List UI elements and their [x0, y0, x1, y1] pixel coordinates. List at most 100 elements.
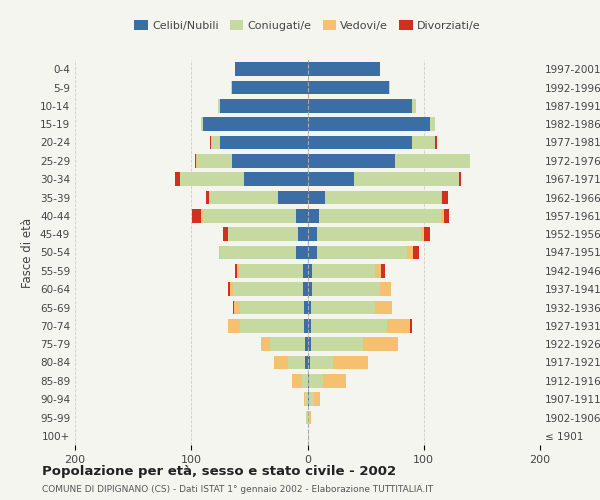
Bar: [412, 99, 416, 112]
Bar: [229, 282, 230, 296]
Bar: [308, 392, 314, 406]
Bar: [430, 118, 436, 131]
Bar: [308, 190, 325, 204]
Bar: [240, 319, 304, 332]
Bar: [233, 300, 234, 314]
Bar: [308, 209, 319, 222]
Bar: [325, 190, 441, 204]
Bar: [197, 154, 232, 168]
Bar: [296, 246, 308, 260]
Bar: [308, 99, 412, 112]
Bar: [219, 246, 220, 260]
Bar: [239, 264, 303, 278]
Bar: [209, 190, 278, 204]
Bar: [240, 300, 304, 314]
Bar: [220, 246, 296, 260]
Bar: [223, 228, 229, 241]
Bar: [298, 228, 308, 241]
Bar: [229, 319, 240, 332]
Bar: [395, 154, 470, 168]
Bar: [210, 136, 211, 149]
Bar: [232, 154, 308, 168]
Bar: [308, 154, 395, 168]
Bar: [308, 62, 380, 76]
Bar: [305, 356, 308, 370]
Bar: [303, 264, 308, 278]
Bar: [375, 300, 392, 314]
Bar: [308, 282, 312, 296]
Bar: [179, 172, 244, 186]
Bar: [304, 300, 308, 314]
Bar: [380, 282, 391, 296]
Bar: [203, 209, 296, 222]
Bar: [231, 80, 232, 94]
Bar: [413, 246, 419, 260]
Bar: [244, 172, 308, 186]
Bar: [235, 62, 308, 76]
Bar: [412, 136, 436, 149]
Bar: [308, 136, 412, 149]
Bar: [229, 228, 298, 241]
Bar: [311, 338, 364, 351]
Bar: [443, 209, 449, 222]
Bar: [196, 154, 197, 168]
Bar: [304, 392, 305, 406]
Bar: [314, 392, 320, 406]
Bar: [354, 172, 458, 186]
Bar: [312, 282, 380, 296]
Bar: [230, 282, 233, 296]
Bar: [333, 356, 368, 370]
Bar: [232, 80, 308, 94]
Bar: [312, 264, 375, 278]
Bar: [220, 136, 308, 149]
Bar: [386, 319, 410, 332]
Bar: [319, 209, 441, 222]
Bar: [233, 282, 303, 296]
Bar: [200, 118, 203, 131]
Bar: [410, 319, 412, 332]
Bar: [304, 319, 308, 332]
Bar: [308, 338, 311, 351]
Text: Popolazione per età, sesso e stato civile - 2002: Popolazione per età, sesso e stato civil…: [42, 465, 396, 478]
Bar: [308, 118, 430, 131]
Bar: [308, 410, 310, 424]
Bar: [436, 136, 437, 149]
Bar: [310, 410, 311, 424]
Bar: [381, 264, 385, 278]
Bar: [308, 374, 323, 388]
Bar: [235, 264, 236, 278]
Bar: [311, 300, 375, 314]
Bar: [308, 80, 389, 94]
Bar: [407, 246, 413, 260]
Bar: [311, 319, 386, 332]
Bar: [305, 338, 308, 351]
Bar: [308, 246, 317, 260]
Bar: [234, 300, 240, 314]
Bar: [458, 172, 461, 186]
Bar: [203, 118, 308, 131]
Bar: [220, 99, 308, 112]
Bar: [302, 374, 308, 388]
Legend: Celibi/Nubili, Coniugati/e, Vedovi/e, Divorziati/e: Celibi/Nubili, Coniugati/e, Vedovi/e, Di…: [130, 16, 485, 35]
Bar: [375, 264, 381, 278]
Bar: [308, 319, 311, 332]
Bar: [296, 209, 308, 222]
Bar: [218, 99, 220, 112]
Bar: [193, 209, 200, 222]
Bar: [317, 246, 407, 260]
Bar: [303, 282, 308, 296]
Bar: [305, 392, 308, 406]
Bar: [442, 190, 448, 204]
Bar: [421, 228, 424, 241]
Bar: [364, 338, 398, 351]
Bar: [195, 154, 196, 168]
Bar: [308, 172, 354, 186]
Bar: [310, 356, 333, 370]
Bar: [278, 190, 308, 204]
Bar: [308, 356, 310, 370]
Bar: [308, 300, 311, 314]
Bar: [307, 410, 308, 424]
Bar: [308, 264, 312, 278]
Bar: [308, 228, 317, 241]
Bar: [317, 228, 421, 241]
